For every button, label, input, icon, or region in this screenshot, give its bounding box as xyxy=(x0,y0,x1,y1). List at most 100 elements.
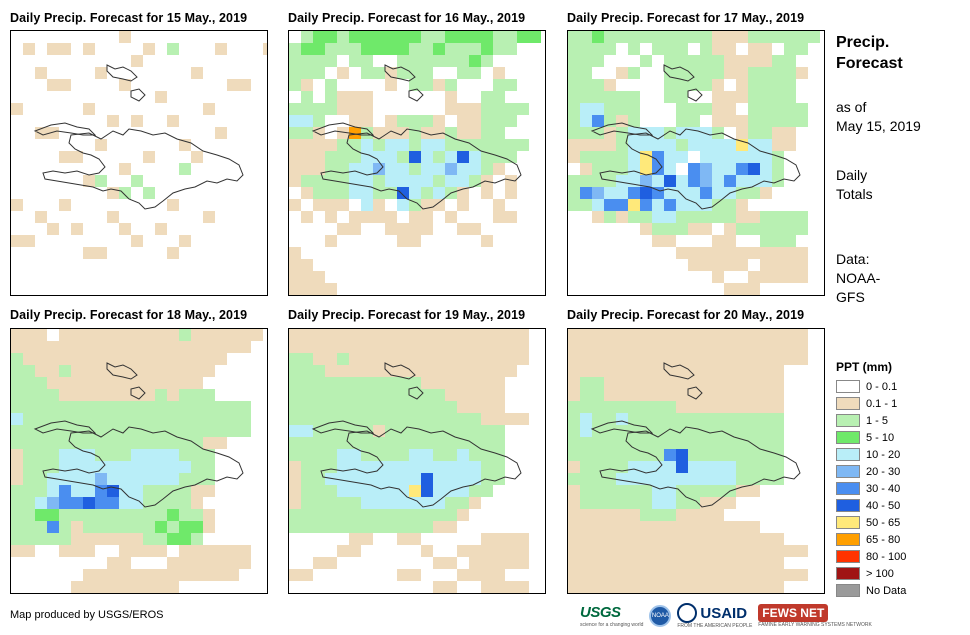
precip-cell xyxy=(616,437,628,449)
precip-cell xyxy=(35,521,47,533)
precip-cell xyxy=(361,67,373,79)
hispaniola-coastline xyxy=(599,128,801,210)
precip-cell xyxy=(191,413,203,425)
precip-cell xyxy=(23,329,35,341)
precip-cell xyxy=(493,557,505,569)
precip-cell xyxy=(313,557,325,569)
precip-cell xyxy=(155,389,167,401)
precip-cell xyxy=(23,413,35,425)
precip-cell xyxy=(760,55,772,67)
precip-cell xyxy=(688,449,700,461)
precip-cell xyxy=(421,509,433,521)
precip-cell xyxy=(628,461,640,473)
precip-cell xyxy=(760,163,772,175)
precip-cell xyxy=(616,91,628,103)
precip-cell xyxy=(457,425,469,437)
precip-cell xyxy=(385,329,397,341)
precip-cell xyxy=(301,259,313,271)
precip-cell xyxy=(301,79,313,91)
precip-cell xyxy=(796,341,808,353)
precip-cell xyxy=(469,485,481,497)
precip-cell xyxy=(23,365,35,377)
precip-cell xyxy=(688,581,700,593)
precip-cell xyxy=(59,437,71,449)
precip-cell xyxy=(688,353,700,365)
precip-cell xyxy=(95,413,107,425)
precip-cell xyxy=(385,389,397,401)
precip-cell xyxy=(349,341,361,353)
precip-cell xyxy=(301,43,313,55)
precip-cell xyxy=(784,139,796,151)
precip-cell xyxy=(664,91,676,103)
precip-cell xyxy=(493,461,505,473)
precip-cell xyxy=(325,283,337,295)
legend-label: 0 - 0.1 xyxy=(866,380,898,393)
precip-cell xyxy=(301,211,313,223)
precip-cell xyxy=(772,235,784,247)
precip-cell xyxy=(11,521,23,533)
precip-cell xyxy=(301,365,313,377)
precip-cell xyxy=(409,151,421,163)
precip-cell xyxy=(568,437,580,449)
precip-cell xyxy=(433,461,445,473)
precip-cell xyxy=(131,329,143,341)
precip-cell xyxy=(119,473,131,485)
precip-cell xyxy=(481,31,493,43)
precip-cell xyxy=(457,389,469,401)
precip-cell xyxy=(580,473,592,485)
precip-cell xyxy=(409,175,421,187)
precip-cell xyxy=(700,67,712,79)
precip-cell xyxy=(433,473,445,485)
data-source-line1: Data: xyxy=(836,251,870,267)
precip-cell xyxy=(592,139,604,151)
precip-cell xyxy=(131,509,143,521)
precip-cell xyxy=(167,569,179,581)
precip-map-1 xyxy=(10,30,268,296)
precip-cell xyxy=(373,485,385,497)
precip-cell xyxy=(493,103,505,115)
precip-cell xyxy=(688,425,700,437)
precip-cell xyxy=(628,187,640,199)
precip-cell xyxy=(688,377,700,389)
precip-cell xyxy=(568,389,580,401)
precip-cell xyxy=(191,521,203,533)
precip-cell xyxy=(652,211,664,223)
precip-cell xyxy=(313,449,325,461)
precip-cell xyxy=(421,521,433,533)
precip-cell xyxy=(628,485,640,497)
precip-cell xyxy=(592,151,604,163)
legend-item: 10 - 20 xyxy=(836,446,906,463)
precip-cell xyxy=(628,377,640,389)
precip-cell xyxy=(385,509,397,521)
precip-cell xyxy=(604,353,616,365)
precip-cell xyxy=(457,55,469,67)
precip-cell xyxy=(592,377,604,389)
precip-cell xyxy=(397,43,409,55)
precip-cell xyxy=(397,329,409,341)
precip-cell xyxy=(700,329,712,341)
precip-cell xyxy=(580,43,592,55)
precip-cell xyxy=(301,55,313,67)
precip-cell xyxy=(628,103,640,115)
precip-cell xyxy=(313,163,325,175)
precip-cell xyxy=(628,151,640,163)
precip-cell xyxy=(313,151,325,163)
precip-cell xyxy=(628,437,640,449)
precip-cell xyxy=(59,43,71,55)
precip-cell xyxy=(493,569,505,581)
precip-cell xyxy=(517,413,529,425)
precip-cell xyxy=(203,211,215,223)
precip-cell xyxy=(325,389,337,401)
precip-cell xyxy=(143,341,155,353)
precip-cell xyxy=(155,401,167,413)
precip-cell xyxy=(421,389,433,401)
precip-cell xyxy=(373,187,385,199)
precip-cell xyxy=(35,353,47,365)
precip-cell xyxy=(385,43,397,55)
precip-cell xyxy=(700,151,712,163)
precip-cell xyxy=(239,341,251,353)
precip-cell xyxy=(652,485,664,497)
precip-cell xyxy=(107,211,119,223)
precip-cell xyxy=(191,497,203,509)
precip-cell xyxy=(676,401,688,413)
